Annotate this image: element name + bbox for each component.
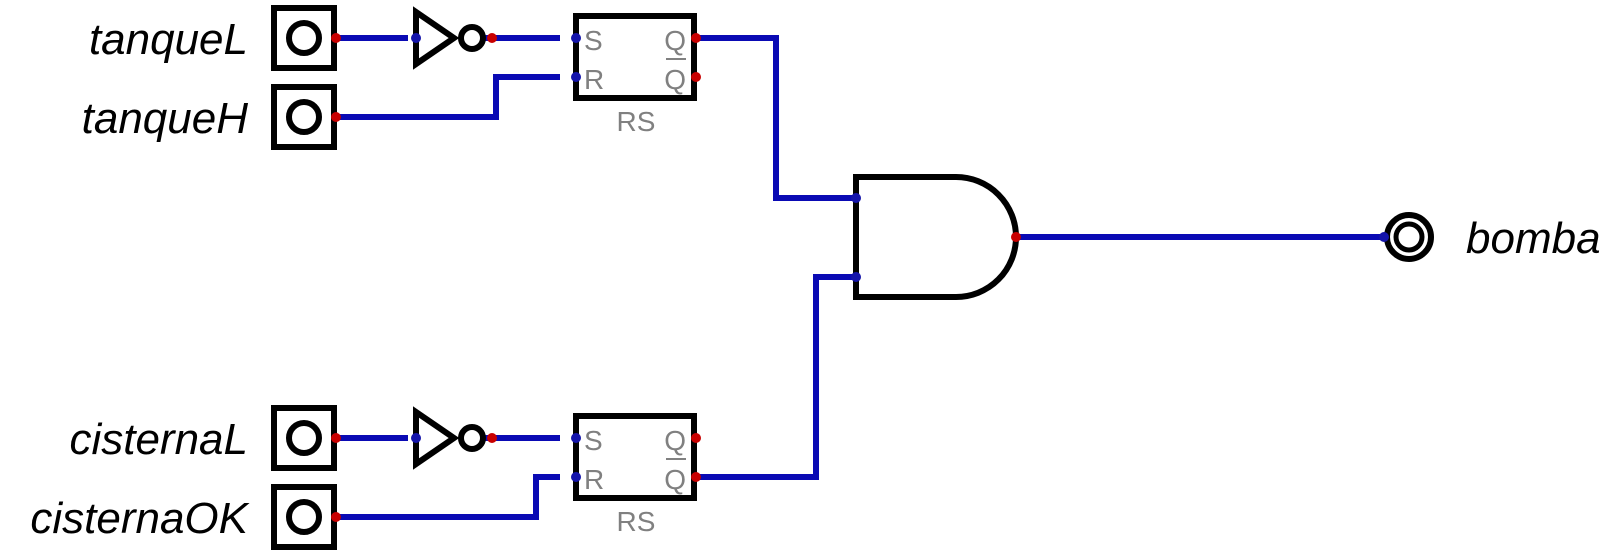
pin-q-bottom: Q — [664, 425, 686, 456]
input-pin-icon — [271, 405, 337, 471]
input-label-cisternaOK: cisternaOK — [30, 494, 249, 543]
input-pin-icon — [271, 484, 337, 550]
input-pin-icon — [271, 84, 337, 150]
and-gate-icon — [853, 174, 1019, 300]
output-bomba[interactable]: bomba — [1379, 212, 1601, 263]
input-label-cisternaL: cisternaL — [69, 415, 248, 464]
flipflop-label-top: RS — [617, 106, 656, 137]
pin-s-top: S — [584, 25, 603, 56]
rs-flipflop-top[interactable]: S R Q Q RS — [571, 13, 701, 137]
wire-tanqueH-to-r-top — [326, 74, 560, 120]
pin-s-bottom: S — [584, 425, 603, 456]
not-gate-icon — [413, 406, 460, 470]
pin-r-bottom: R — [584, 464, 604, 495]
rs-flipflop-bottom[interactable]: S R Q Q RS — [571, 413, 701, 537]
rs-flipflop-icon — [573, 13, 697, 101]
pin-r-top: R — [584, 64, 604, 95]
input-cisternaOK[interactable]: cisternaOK — [30, 484, 341, 550]
input-cisternaL[interactable]: cisternaL — [69, 405, 341, 471]
pin-qbar-top: Q — [664, 64, 686, 95]
input-label-tanqueH: tanqueH — [82, 94, 249, 143]
input-tanqueH[interactable]: tanqueH — [82, 84, 341, 150]
pin-q-top: Q — [664, 25, 686, 56]
input-pin-icon — [271, 5, 337, 71]
wire-qbar-bottom-to-and — [694, 274, 856, 480]
and-gate[interactable] — [851, 174, 1021, 300]
not-gate-bottom[interactable] — [411, 406, 497, 470]
not-gate-icon — [413, 6, 460, 70]
wire-q-top-to-and — [694, 35, 856, 201]
wire-cisternaOK-to-r-bottom — [326, 474, 560, 520]
flipflop-label-bottom: RS — [617, 506, 656, 537]
rs-flipflop-icon — [573, 413, 697, 501]
input-tanqueL[interactable]: tanqueL — [89, 5, 341, 71]
pin-qbar-bottom: Q — [664, 464, 686, 495]
output-label-bomba: bomba — [1466, 214, 1601, 263]
input-label-tanqueL: tanqueL — [89, 15, 248, 64]
not-gate-top[interactable] — [411, 6, 497, 70]
